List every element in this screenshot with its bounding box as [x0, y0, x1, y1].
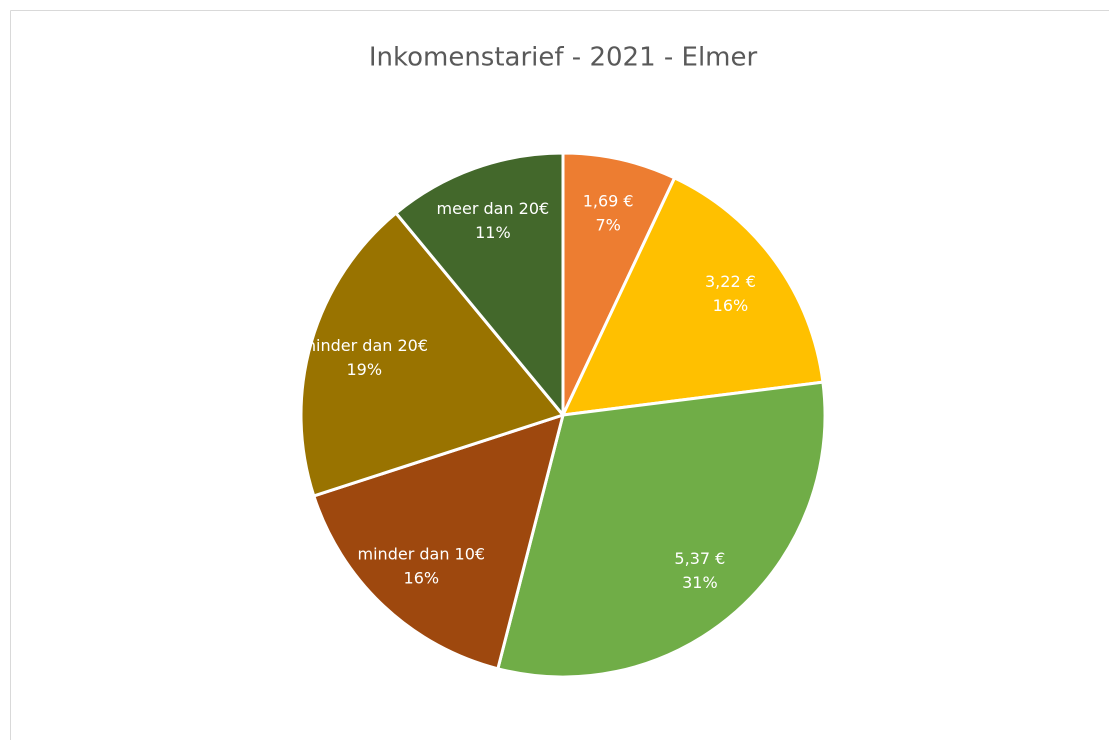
data-label-category: 5,37 € [674, 549, 725, 568]
pie-slice [561, 151, 677, 417]
data-label-category: minder dan 10€ [358, 544, 486, 563]
pie-slice [394, 151, 565, 417]
data-label-percent: 16% [713, 296, 749, 315]
data-label-category: minder dan 20€ [300, 336, 428, 355]
data-label-percent: 19% [346, 360, 382, 379]
data-label-percent: 31% [682, 573, 718, 592]
data-label-category: meer dan 20€ [437, 199, 550, 218]
chart-title: Inkomenstarief - 2021 - Elmer [369, 43, 758, 73]
pie-slice [312, 413, 565, 671]
data-label-category: 1,69 € [583, 192, 634, 211]
pie-slice [299, 211, 565, 498]
data-label-percent: 7% [595, 216, 620, 235]
data-label-percent: 11% [475, 223, 511, 242]
pie-slice [496, 380, 827, 679]
pie-slice [561, 176, 825, 417]
data-label-category: 3,22 € [705, 272, 756, 291]
data-label-percent: 16% [404, 568, 440, 587]
